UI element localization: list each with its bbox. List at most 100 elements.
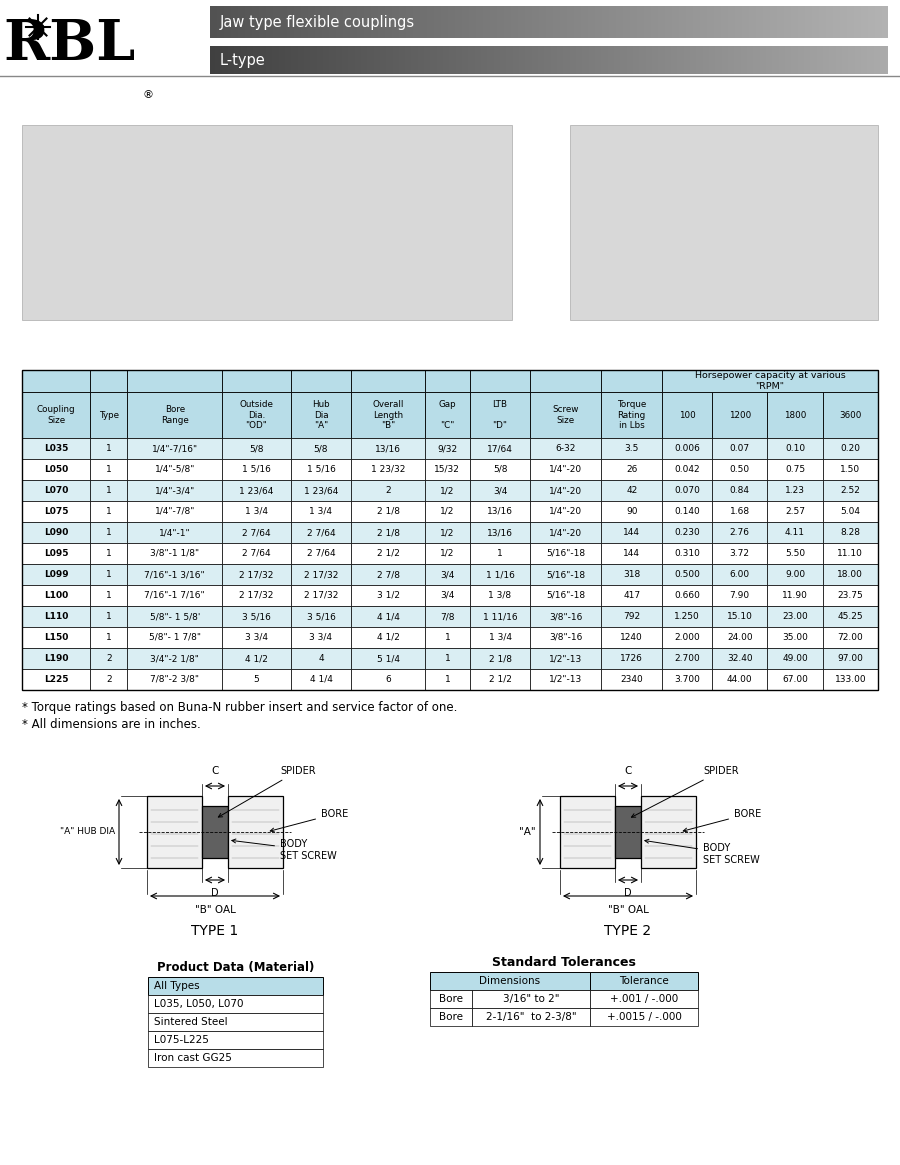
Bar	[480, 6, 481, 38]
Bar	[432, 45, 433, 75]
Bar	[597, 45, 598, 75]
Bar	[643, 45, 644, 75]
Bar	[519, 6, 520, 38]
Bar	[872, 45, 873, 75]
Bar	[464, 45, 465, 75]
Bar	[409, 6, 410, 38]
Bar	[635, 6, 636, 38]
Bar	[655, 6, 656, 38]
Bar	[398, 6, 399, 38]
Bar	[91, 501, 128, 522]
Bar	[301, 6, 302, 38]
Bar	[768, 648, 823, 669]
Bar	[727, 6, 728, 38]
Text: 1 23/64: 1 23/64	[239, 486, 274, 495]
Bar	[717, 45, 718, 75]
Bar	[715, 45, 716, 75]
Bar	[879, 6, 880, 38]
Bar	[334, 6, 335, 38]
Bar	[222, 438, 291, 459]
Bar	[488, 6, 489, 38]
Bar	[238, 6, 239, 38]
Bar	[147, 796, 202, 868]
Text: 4 1/2: 4 1/2	[377, 633, 400, 642]
Bar	[655, 45, 656, 75]
Bar	[712, 522, 768, 543]
Bar	[302, 6, 303, 38]
Bar	[323, 6, 324, 38]
Bar	[342, 45, 343, 75]
Bar	[530, 606, 601, 627]
Bar	[148, 1031, 323, 1048]
Bar	[382, 6, 383, 38]
Bar	[362, 6, 363, 38]
Bar	[877, 6, 878, 38]
Bar	[128, 370, 222, 391]
Bar	[709, 45, 710, 75]
Bar	[809, 45, 810, 75]
Bar	[470, 370, 530, 391]
Bar	[676, 6, 677, 38]
Bar	[296, 45, 297, 75]
Bar	[570, 125, 878, 320]
Bar	[593, 45, 594, 75]
Bar	[720, 45, 721, 75]
Bar	[599, 6, 600, 38]
Bar	[482, 45, 483, 75]
Bar	[870, 45, 871, 75]
Bar	[875, 45, 876, 75]
Text: 1 23/64: 1 23/64	[304, 486, 338, 495]
Bar	[379, 45, 380, 75]
Bar	[22, 438, 91, 459]
Bar	[590, 45, 591, 75]
Text: +.001 / -.000: +.001 / -.000	[610, 994, 678, 1004]
Bar	[723, 45, 724, 75]
Bar	[722, 45, 723, 75]
Bar	[287, 45, 288, 75]
Bar	[649, 6, 650, 38]
Bar	[798, 6, 799, 38]
Bar	[768, 501, 823, 522]
Bar	[752, 45, 753, 75]
Bar	[669, 6, 670, 38]
Bar	[369, 6, 370, 38]
Bar	[470, 501, 530, 522]
Bar	[795, 45, 796, 75]
Bar	[261, 6, 262, 38]
Bar	[672, 6, 673, 38]
Bar	[802, 45, 803, 75]
Bar	[384, 6, 385, 38]
Bar	[712, 501, 768, 522]
Bar	[870, 6, 871, 38]
Bar	[439, 45, 440, 75]
Bar	[812, 45, 813, 75]
Bar	[305, 6, 306, 38]
Bar	[739, 45, 740, 75]
Bar	[526, 6, 527, 38]
Bar	[605, 45, 606, 75]
Bar	[511, 6, 512, 38]
Bar	[732, 45, 733, 75]
Bar	[578, 6, 579, 38]
Bar	[351, 438, 425, 459]
Bar	[544, 45, 545, 75]
Bar	[768, 564, 823, 585]
Bar	[211, 6, 212, 38]
Bar	[741, 45, 742, 75]
Bar	[351, 564, 425, 585]
Bar	[425, 438, 470, 459]
Text: Product Data (Material): Product Data (Material)	[157, 960, 314, 974]
Bar	[430, 6, 431, 38]
Bar	[294, 6, 295, 38]
Bar	[425, 459, 470, 480]
Bar	[532, 6, 533, 38]
Bar	[425, 606, 470, 627]
Bar	[677, 45, 678, 75]
Bar	[869, 45, 870, 75]
Bar	[393, 6, 394, 38]
Bar	[749, 45, 750, 75]
Bar	[308, 45, 309, 75]
Bar	[743, 45, 744, 75]
Text: 1/4"-20: 1/4"-20	[549, 528, 582, 537]
Bar	[469, 6, 470, 38]
